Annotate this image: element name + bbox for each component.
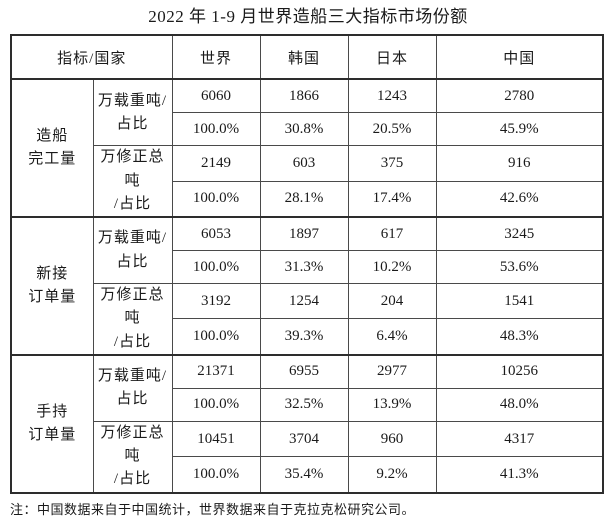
cell-share: 30.8% [259,112,349,147]
cell-share: 100.0% [171,456,261,494]
cell-share: 13.9% [347,387,437,422]
metric-label-dwt: 万载重吨/ 占比 [92,78,173,147]
cell-share: 6.4% [347,318,437,356]
metric-label-line: 万修正总吨 [100,424,165,465]
cell-share: 28.1% [259,180,349,218]
metric-label-cgt: 万修正总吨 /占比 [92,420,173,494]
table-row: 手持 订单量 万载重吨/ 占比 21371 6955 2977 10256 [10,353,604,494]
cell-share: 45.9% [435,112,604,147]
cell-share: 35.4% [259,456,349,494]
cell-share: 32.5% [259,387,349,422]
cell-value: 1254 [259,283,349,320]
metric-label-line: 占比 [116,115,149,132]
table-row: 100.0% 35.4% 9.2% 41.3% [11,456,604,494]
metric-label-line: 万载重吨/ [97,92,168,109]
cell-value: 1541 [435,283,604,320]
cell-value: 2780 [435,78,604,114]
cell-value: 204 [347,283,437,320]
cell-share: 100.0% [171,387,261,422]
table-row: 100.0% 30.8% 20.5% 45.9% [11,112,604,147]
metric-label-cgt: 万修正总吨 /占比 [92,145,173,218]
cell-share: 53.6% [435,250,604,285]
table-row: 100.0% 32.5% 13.9% 48.0% [11,387,604,422]
table-header-row: 指标/国家 世界 韩国 日本 中国 [10,34,604,81]
metric-label-line: 万修正总吨 [100,287,165,327]
cell-share: 41.3% [435,456,604,494]
cell-share: 100.0% [171,180,261,218]
cell-value: 2977 [347,353,437,389]
cell-share: 42.6% [435,180,604,218]
cell-value: 603 [259,145,349,182]
table-row: 造船 完工量 万载重吨/ 占比 6060 1866 1243 2780 [10,78,604,218]
metric-label-line: 占比 [116,391,149,408]
header-world: 世界 [171,34,261,81]
table-row: 100.0% 39.3% 6.4% 48.3% [11,318,604,356]
cell-value: 4317 [435,420,604,458]
cell-share: 48.3% [435,318,604,356]
category-line: 新接 [36,265,69,282]
table-row: 万修正总吨 /占比 3192 1254 204 1541 [11,283,604,356]
cell-value: 960 [347,420,437,458]
source-note: 注：中国数据来自于中国统计，世界数据来自于克拉克松研究公司。 [10,501,416,517]
cell-share: 31.3% [259,250,349,285]
table-row: 100.0% 28.1% 17.4% 42.6% [11,180,604,218]
table-row: 100.0% 31.3% 10.2% 53.6% [11,250,604,285]
category-line: 订单量 [28,426,77,443]
metric-label-line: 万修正总吨 [100,149,165,189]
cell-value: 10256 [435,353,604,389]
category-line: 订单量 [28,289,77,306]
header-indicator-country: 指标/国家 [10,34,173,81]
metric-label-dwt: 万载重吨/ 占比 [92,216,173,285]
cell-value: 1243 [347,78,437,114]
cell-share: 100.0% [171,112,261,147]
header-china: 中国 [435,34,604,81]
cell-value: 617 [347,216,437,252]
cell-value: 1897 [259,216,349,252]
table-row: 新接 订单量 万载重吨/ 占比 6053 1897 617 3245 [10,216,604,356]
cell-share: 39.3% [259,318,349,356]
cell-share: 100.0% [171,318,261,356]
category-new-orders: 新接 订单量 [10,216,94,356]
metric-label-line: /占比 [113,333,152,350]
metric-label-line: 万载重吨/ [97,230,168,247]
cell-share: 17.4% [347,180,437,218]
metric-label-line: /占比 [113,471,152,488]
cell-value: 3704 [259,420,349,458]
category-line: 造船 [36,128,69,145]
cell-value: 1866 [259,78,349,114]
cell-value: 6955 [259,353,349,389]
table-row: 万修正总吨 /占比 2149 603 375 916 [11,145,604,218]
category-line: 手持 [36,403,69,420]
cell-value: 6060 [171,78,261,114]
cell-share: 10.2% [347,250,437,285]
cell-value: 6053 [171,216,261,252]
header-japan: 日本 [347,34,437,81]
cell-value: 3245 [435,216,604,252]
cell-value: 10451 [171,420,261,458]
metric-label-line: /占比 [113,195,152,212]
metric-label-line: 占比 [116,253,149,270]
cell-share: 20.5% [347,112,437,147]
metric-label-line: 万载重吨/ [97,368,168,385]
category-line: 完工量 [28,151,77,168]
cell-share: 100.0% [171,250,261,285]
page-title: 2022 年 1-9 月世界造船三大指标市场份额 [148,7,468,26]
cell-value: 21371 [171,353,261,389]
cell-share: 48.0% [435,387,604,422]
category-completions: 造船 完工量 [10,78,94,218]
cell-value: 375 [347,145,437,182]
cell-value: 3192 [171,283,261,320]
header-korea: 韩国 [259,34,349,81]
market-share-table: 指标/国家 世界 韩国 日本 中国 造船 完工量 万载重吨/ 占比 6060 1… [10,34,605,494]
metric-label-dwt: 万载重吨/ 占比 [92,353,173,422]
metric-label-cgt: 万修正总吨 /占比 [92,283,173,356]
table-row: 万修正总吨 /占比 10451 3704 960 4317 [11,420,604,494]
cell-value: 2149 [171,145,261,182]
category-orderbook: 手持 订单量 [10,353,94,494]
cell-value: 916 [435,145,604,182]
cell-share: 9.2% [347,456,437,494]
